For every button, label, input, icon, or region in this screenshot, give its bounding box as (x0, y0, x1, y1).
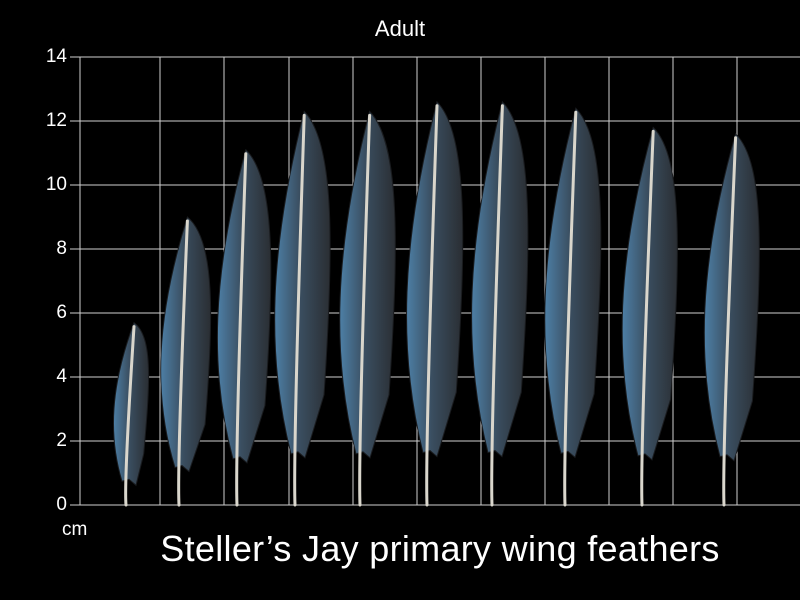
feather-shaft (425, 104, 439, 507)
feather-shaft (490, 104, 504, 507)
y-tick-label: 12 (45, 110, 67, 131)
feather (406, 100, 464, 507)
feather-vane (160, 216, 212, 473)
feather (471, 100, 529, 507)
feather-shaft (293, 113, 306, 507)
feather-vane (544, 107, 602, 459)
feather-shaft (640, 129, 655, 507)
feather-vane (703, 132, 760, 462)
y-tick-label: 4 (56, 366, 67, 387)
feather-vane (621, 126, 678, 461)
feather (703, 132, 760, 507)
feather (160, 216, 212, 507)
feather-shaft (358, 113, 372, 507)
feather (112, 321, 150, 507)
feather (544, 107, 602, 507)
y-tick-label: 6 (56, 302, 67, 323)
feather (216, 148, 272, 507)
feather-shaft (124, 325, 136, 507)
unit-label: cm (62, 519, 88, 540)
feather-vane (471, 100, 529, 458)
feather-vane (274, 110, 331, 459)
feather-shaft (722, 136, 738, 507)
y-tick-label: 8 (56, 238, 67, 259)
feather-row (112, 100, 760, 507)
feather-shaft (177, 219, 189, 507)
feather (621, 126, 678, 507)
y-tick-label: 2 (56, 430, 67, 451)
feather-vane (406, 100, 464, 458)
y-tick-label: 14 (45, 46, 67, 67)
feather (339, 110, 396, 507)
photo-caption: Steller’s Jay primary wing feathers (160, 528, 720, 569)
photo-heading: Adult (374, 16, 426, 41)
y-tick-label: 0 (56, 494, 67, 515)
feather-shaft (235, 152, 248, 507)
feather (274, 110, 331, 507)
feather-shaft (563, 110, 578, 507)
feather-vane (339, 110, 396, 459)
y-tick-label: 10 (45, 174, 67, 195)
feather-vane (216, 148, 272, 464)
feather-vane (112, 321, 150, 487)
